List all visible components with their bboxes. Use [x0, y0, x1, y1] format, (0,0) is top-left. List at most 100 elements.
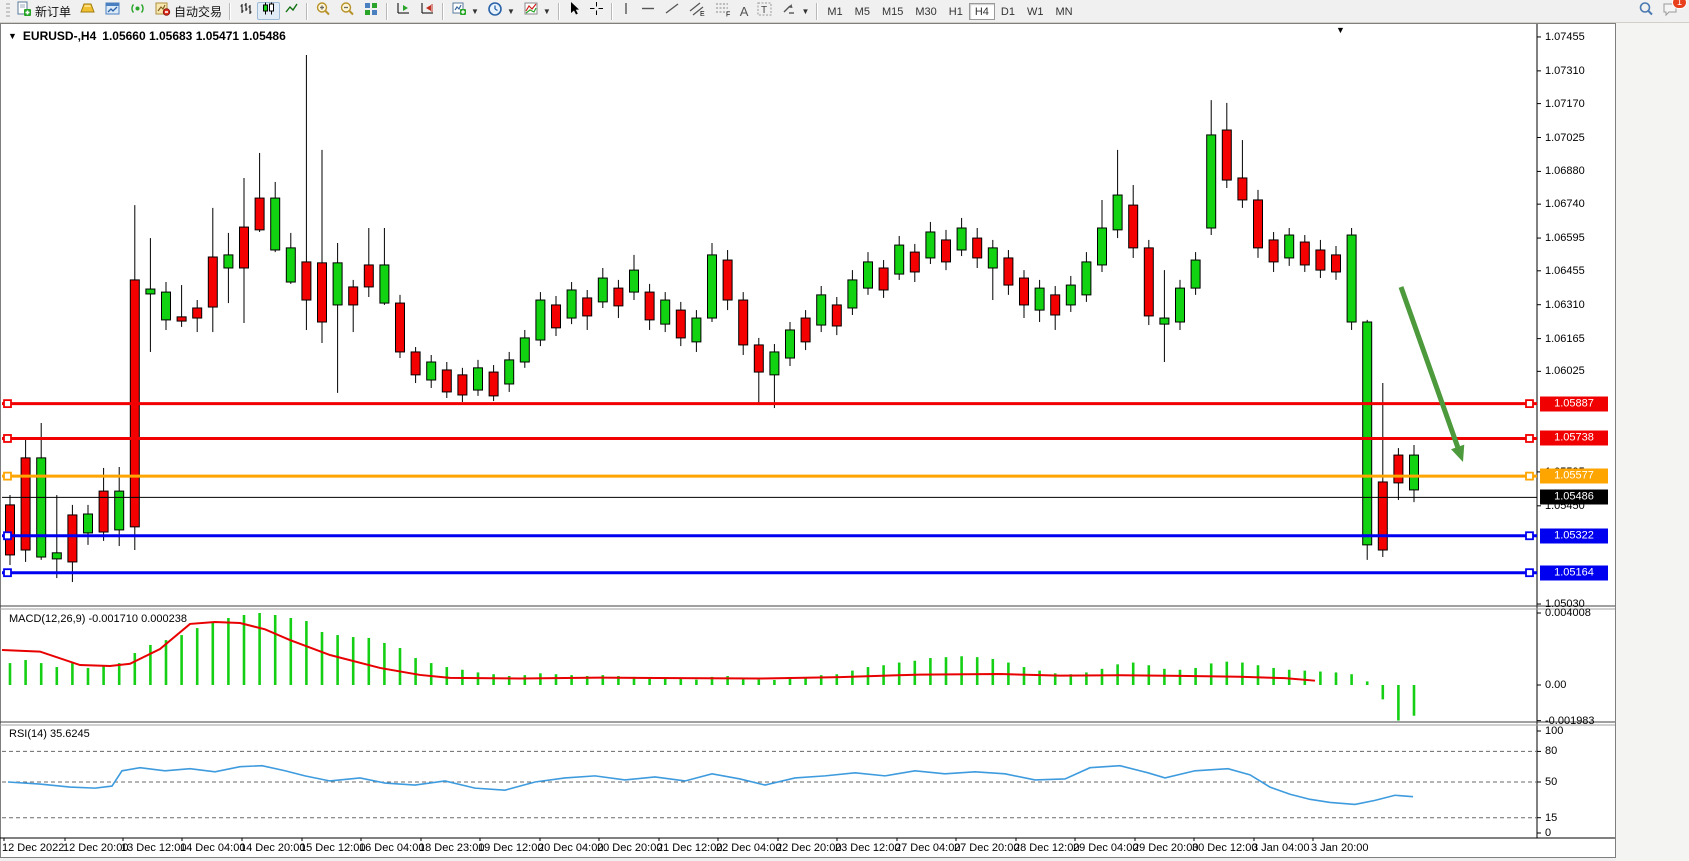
vertical-line-icon — [620, 1, 632, 21]
candle-down — [363, 264, 374, 288]
cursor-tool-button[interactable] — [563, 2, 585, 20]
toolbar: 新订单 自动交易 — [0, 0, 1689, 23]
timeframe-m5[interactable]: M5 — [854, 5, 870, 18]
periods-dropdown[interactable]: ▼ — [483, 1, 519, 20]
auto-trading-label: 自动交易 — [174, 4, 223, 19]
auto-scroll-icon — [395, 1, 411, 21]
timeframe-m30[interactable]: M30 — [915, 5, 937, 18]
line-anchor — [1525, 434, 1534, 443]
bar-chart-button[interactable] — [234, 2, 257, 20]
candle-up — [1190, 259, 1201, 289]
chart-canvas[interactable] — [0, 23, 1616, 858]
candle-up — [785, 329, 795, 359]
candle-up — [1284, 234, 1295, 259]
candle-up — [379, 264, 390, 304]
vertical-line-tool[interactable] — [616, 2, 636, 20]
candle-down — [1143, 247, 1154, 317]
candle-down — [1268, 239, 1279, 263]
candle-down — [254, 197, 265, 231]
candle-up — [285, 247, 296, 283]
new-chart-dropdown[interactable]: ▼ — [447, 2, 483, 20]
candle-down — [1393, 454, 1404, 484]
text-tool-icon: A — [739, 3, 749, 19]
candle-up — [535, 299, 546, 341]
candle-down — [831, 304, 842, 327]
toolbar-separator — [557, 2, 560, 20]
chart-ohlc-values: 1.05660 1.05683 1.05471 1.05486 — [102, 29, 286, 43]
timeframe-w1[interactable]: W1 — [1026, 5, 1044, 18]
candle-up — [660, 299, 671, 325]
candle-down — [441, 369, 452, 393]
zoom-out-icon — [339, 1, 355, 22]
candle-down — [675, 309, 686, 339]
candle-down — [1221, 129, 1232, 181]
chat-notification-badge: 1 — [1671, 0, 1687, 9]
timeframe-h1[interactable]: H1 — [948, 5, 963, 18]
candle-up — [1346, 234, 1357, 323]
chart-title: ▼ EURUSD-,H4 1.05660 1.05683 1.05471 1.0… — [8, 29, 286, 43]
candle-up — [597, 277, 608, 303]
candle-down — [1003, 257, 1014, 286]
timeframe-m15[interactable]: M15 — [881, 5, 904, 18]
macd-indicator-label: MACD(12,26,9) -0.001710 0.000238 — [9, 613, 187, 625]
chart-collapse-icon[interactable]: ▼ — [8, 31, 17, 41]
channel-tool[interactable]: E — [684, 2, 710, 20]
candle-up — [925, 231, 936, 259]
arrows-tool-icon — [781, 1, 797, 21]
text-label-tool[interactable]: T — [752, 2, 777, 20]
zoom-out-button[interactable] — [335, 1, 359, 22]
candle-up — [566, 289, 577, 319]
candle-up — [1065, 284, 1076, 306]
new-chart-icon — [451, 1, 467, 21]
text-tool[interactable]: A — [736, 2, 753, 20]
tile-windows-button[interactable] — [359, 2, 383, 20]
timeframe-d1[interactable]: D1 — [1000, 5, 1015, 18]
candlestick-chart-button[interactable] — [257, 2, 281, 20]
candle-up — [36, 457, 47, 558]
zoom-in-button[interactable] — [311, 1, 335, 20]
crosshair-tool-button[interactable] — [585, 2, 608, 20]
charts-window-button[interactable] — [100, 2, 125, 20]
chart-shift-button[interactable] — [415, 2, 439, 20]
line-anchor — [3, 434, 12, 443]
candle-down — [909, 251, 920, 273]
line-chart-icon — [284, 1, 299, 21]
chart-shift-icon — [419, 1, 435, 21]
search-icon[interactable] — [1638, 1, 1654, 22]
line-chart-button[interactable] — [280, 2, 303, 20]
horizontal-line-tool[interactable] — [636, 2, 660, 20]
svg-text:T: T — [761, 5, 767, 16]
chart-end-marker-icon[interactable]: ▼ — [1336, 25, 1345, 35]
toolbar-grip — [6, 3, 10, 19]
gold-ingot-icon — [79, 1, 96, 21]
candle-down — [551, 304, 561, 329]
market-watch-button[interactable] — [75, 2, 100, 20]
candle-down — [192, 307, 203, 319]
new-order-button[interactable]: 新订单 — [12, 1, 75, 20]
timeframe-m1[interactable]: M1 — [827, 5, 843, 18]
timeframe-h4[interactable]: H4 — [968, 2, 995, 20]
toolbar-separator — [816, 2, 819, 20]
auto-scroll-button[interactable] — [391, 2, 415, 20]
auto-trading-button[interactable]: 自动交易 — [150, 2, 226, 20]
trendline-icon — [664, 1, 680, 21]
toolbar-separator — [229, 2, 232, 20]
line-anchor — [3, 531, 12, 541]
candle-down — [1377, 481, 1388, 551]
chat-button[interactable]: 1 — [1662, 0, 1687, 22]
window-gutter — [1616, 23, 1689, 861]
candle-down — [941, 239, 951, 263]
candle-down — [457, 374, 468, 396]
candle-up — [1159, 317, 1170, 325]
fibonacci-tool[interactable]: F — [710, 2, 736, 20]
indicators-dropdown[interactable]: ▼ — [519, 2, 555, 20]
toolbar-separator — [306, 2, 309, 20]
tile-windows-icon — [363, 1, 379, 21]
candle-up — [894, 244, 905, 275]
arrows-tool-dropdown[interactable]: ▼ — [777, 2, 813, 20]
signal-button[interactable] — [125, 2, 150, 20]
candle-down — [1331, 254, 1341, 273]
toolbar-separator — [386, 2, 389, 20]
trendline-tool[interactable] — [660, 2, 684, 20]
timeframe-mn[interactable]: MN — [1055, 5, 1073, 18]
